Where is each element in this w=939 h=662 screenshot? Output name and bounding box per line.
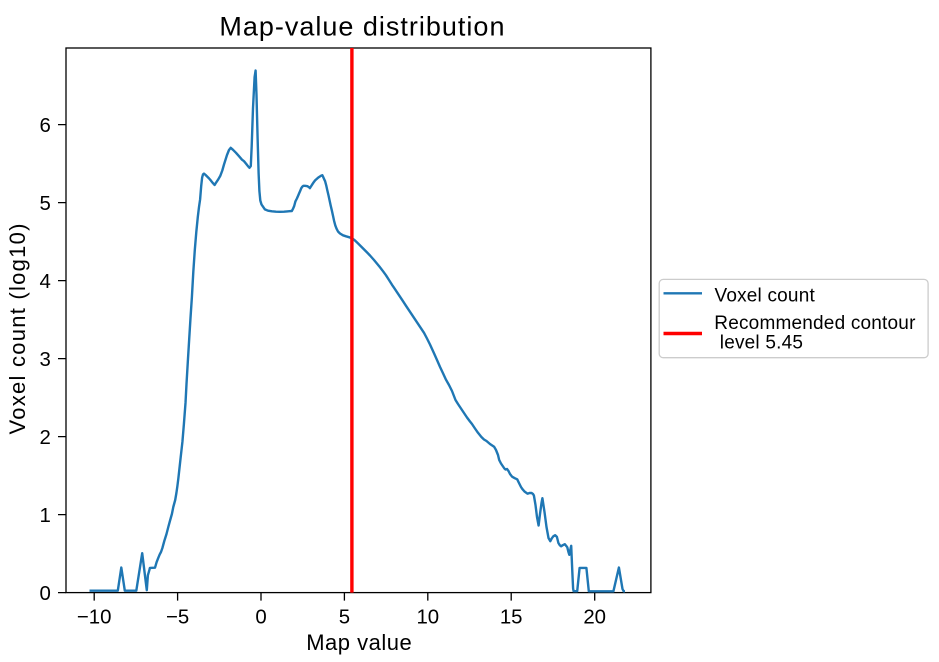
svg-text:0: 0 xyxy=(255,606,266,628)
svg-text:1: 1 xyxy=(39,505,50,527)
svg-text:15: 15 xyxy=(500,606,523,628)
svg-text:−5: −5 xyxy=(166,606,189,628)
svg-text:2: 2 xyxy=(39,427,50,449)
svg-text:level 5.45: level 5.45 xyxy=(714,333,803,354)
svg-text:5: 5 xyxy=(339,606,350,628)
svg-text:Voxel count (log10): Voxel count (log10) xyxy=(5,222,30,434)
svg-text:−10: −10 xyxy=(77,606,112,628)
svg-text:5: 5 xyxy=(39,193,50,215)
svg-text:20: 20 xyxy=(583,606,606,628)
svg-text:6: 6 xyxy=(39,115,50,137)
svg-text:Map-value distribution: Map-value distribution xyxy=(219,12,505,42)
svg-text:Recommended contour: Recommended contour xyxy=(714,313,916,334)
svg-text:3: 3 xyxy=(39,349,50,371)
svg-text:4: 4 xyxy=(39,271,50,293)
svg-text:0: 0 xyxy=(39,583,50,605)
svg-text:Voxel count: Voxel count xyxy=(715,285,816,306)
svg-text:Map value: Map value xyxy=(306,630,412,655)
svg-text:10: 10 xyxy=(416,606,439,628)
